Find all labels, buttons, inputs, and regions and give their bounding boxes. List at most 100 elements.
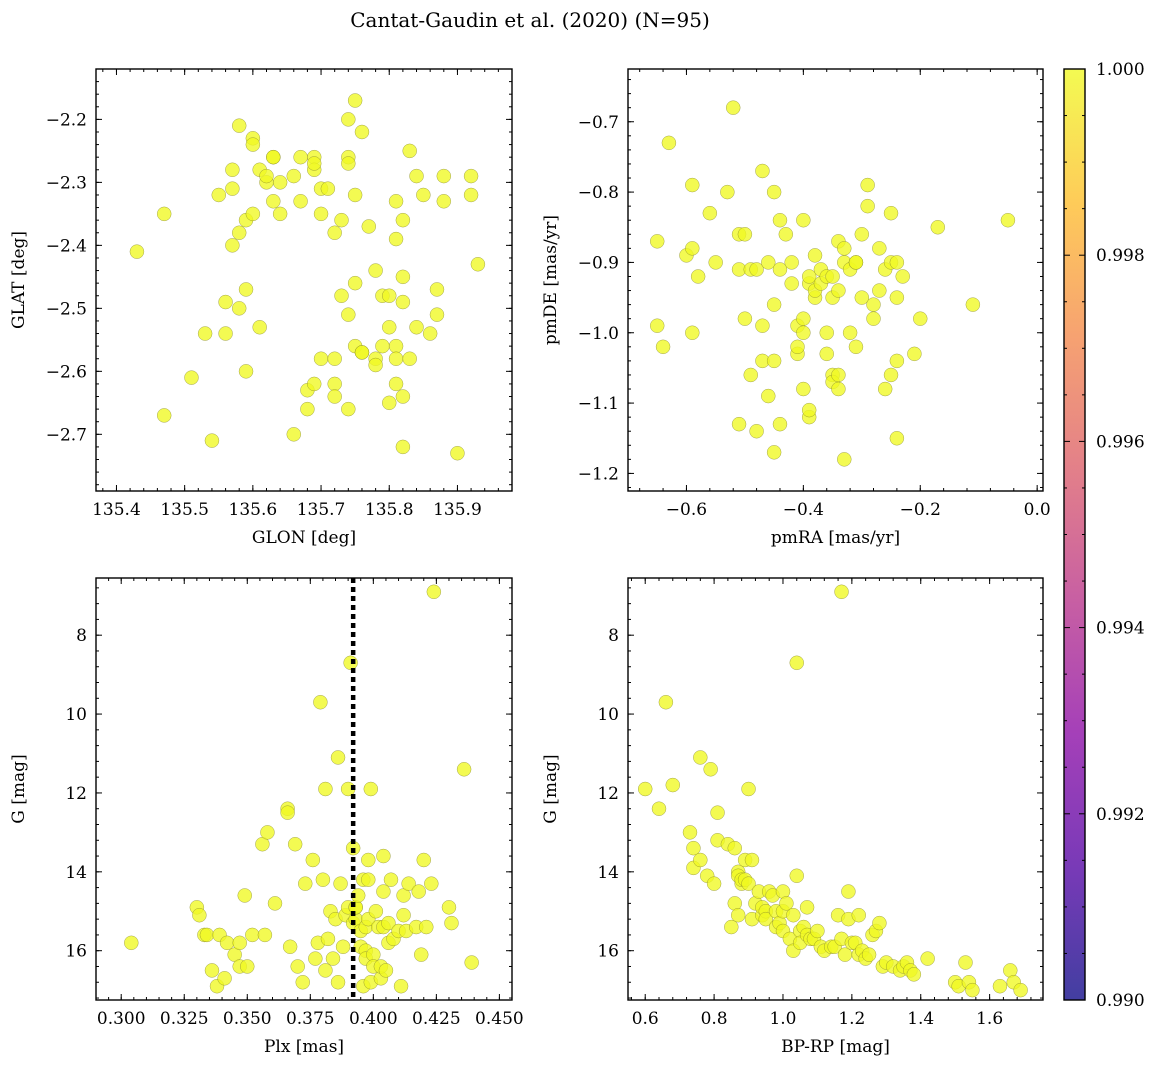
data-point [272,206,288,222]
data-point [766,297,782,312]
data-point [796,212,811,228]
data-point [724,919,739,935]
data-point [866,311,881,326]
figure-title: Cantat-Gaudin et al. (2020) (N=95) [350,8,710,32]
data-point [381,915,396,931]
axes-frame [627,68,1044,492]
data-point [218,326,233,341]
data-point [860,198,875,214]
data-point [682,825,698,840]
data-point [197,326,213,341]
data-point [396,907,411,923]
panel-plx-mag: 0.300 0.325 0.350 0.375 0.400 0.425 0.450 8 10 12… [9,577,524,1057]
data-point [737,227,753,242]
data-point [825,269,840,284]
scatter-points [649,100,1016,467]
x-tick-label: 0.425 [412,1009,461,1029]
x-tick-label: 0.400 [349,1009,398,1029]
data-point [755,163,770,179]
data-point [831,381,846,397]
x-tick-label: 135.6 [229,500,278,520]
data-point [965,982,980,998]
data-point [743,367,758,383]
x-tick-label: 135.9 [433,500,482,520]
scatter-points [124,584,479,994]
data-point [259,168,274,184]
data-point [958,955,973,970]
data-point [685,325,700,340]
x-tick-label: 0.300 [97,1009,146,1029]
data-point [665,777,681,793]
data-point [796,325,811,340]
data-point [347,187,363,203]
data-point [315,872,331,887]
data-point [416,187,431,203]
data-point [778,227,794,242]
data-point [842,325,858,340]
data-point [334,212,349,228]
colorbar-gradient [1064,69,1085,1000]
data-point [708,255,723,270]
data-point [877,381,893,397]
scatter-points [129,93,486,461]
data-point [889,353,905,369]
data-point [363,781,379,797]
scatter-points [637,584,1028,998]
data-point [409,319,424,335]
data-point [348,900,363,915]
data-point [470,257,486,272]
data-point [784,276,799,291]
data-point [287,836,303,852]
y-tick-label: −1.1 [578,394,619,414]
data-point [758,911,774,927]
data-point [895,269,910,284]
y-axis-label: G [mag] [9,754,29,823]
colorbar: 0.990 0.992 0.994 0.996 0.998 1.000 [1063,60,1145,1011]
y-tick-label: 12 [597,784,619,804]
data-point [334,288,349,303]
data-point [1000,212,1016,228]
data-point [308,951,323,966]
data-point [330,975,346,990]
data-point [464,955,479,970]
data-point [786,907,801,923]
data-point [796,381,811,397]
y-tick-label: −2.6 [46,362,87,382]
data-point [238,364,254,379]
data-point [819,346,834,362]
data-point [766,445,782,460]
data-point [883,205,899,221]
y-tick-label: −2.4 [46,236,87,256]
data-point [965,297,981,312]
data-point [655,339,671,355]
data-point [375,338,390,354]
data-point [860,177,875,193]
x-axis-label: BP-RP [mag] [781,1037,890,1057]
data-point [424,876,439,891]
data-point [267,896,283,911]
data-point [790,339,805,355]
y-tick-label: 10 [65,705,87,725]
data-point [313,351,329,366]
data-point [413,947,429,962]
data-point [992,978,1008,994]
data-point [318,963,333,978]
data-point [930,220,946,235]
data-point [422,326,438,341]
data-point [409,168,424,184]
data-point [784,255,799,270]
y-tick-label: 14 [597,863,619,883]
data-point [731,416,747,432]
x-axis-label: GLON [deg] [252,528,356,548]
data-point [395,269,411,285]
data-point [416,852,432,868]
axes-frame [95,68,513,492]
data-point [368,263,383,278]
data-point [204,433,220,448]
data-point [300,401,315,417]
data-point [402,351,417,366]
data-point [245,206,261,222]
data-point [381,319,397,335]
x-tick-label: 0.325 [160,1009,209,1029]
data-point [854,227,870,242]
